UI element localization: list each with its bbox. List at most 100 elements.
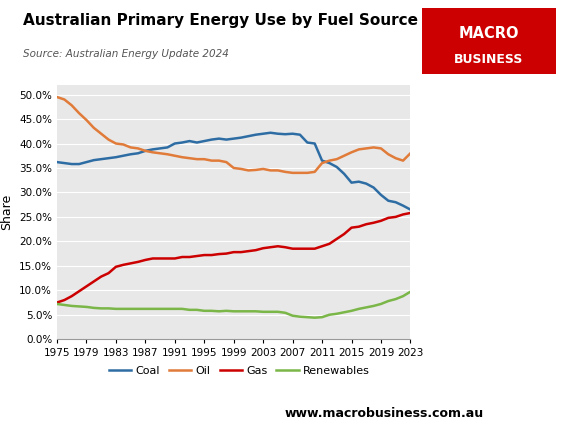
Gas (400, 212, 406, 217)
Oil (275, 168, 282, 173)
Oil (54, 95, 60, 100)
Oil (172, 153, 178, 158)
Oil (76, 111, 83, 116)
Renewables (186, 307, 193, 312)
Coal (348, 180, 355, 185)
Renewables (407, 289, 414, 294)
Oil (97, 131, 104, 136)
Oil (127, 145, 134, 150)
Line: Renewables: Renewables (57, 292, 410, 318)
Renewables (142, 306, 149, 311)
Line: Coal: Coal (57, 133, 410, 209)
Coal (112, 155, 119, 160)
Coal (363, 181, 370, 186)
Coal (97, 156, 104, 162)
Renewables (215, 309, 222, 314)
Renewables (223, 308, 230, 313)
Oil (385, 152, 392, 157)
Gas (260, 245, 267, 251)
Renewables (245, 309, 252, 314)
Gas (370, 220, 377, 225)
Text: MACRO: MACRO (458, 26, 519, 41)
Oil (407, 151, 414, 156)
Renewables (61, 302, 68, 307)
Oil (238, 166, 245, 171)
Coal (230, 136, 237, 141)
Legend: Coal, Oil, Gas, Renewables: Coal, Oil, Gas, Renewables (104, 361, 374, 380)
Gas (142, 257, 149, 262)
Renewables (135, 306, 141, 311)
Oil (253, 167, 259, 173)
Renewables (348, 308, 355, 313)
Renewables (68, 304, 75, 309)
Coal (333, 165, 340, 170)
Gas (407, 210, 414, 215)
Renewables (112, 306, 119, 311)
Oil (61, 97, 68, 102)
Oil (400, 158, 406, 163)
Coal (127, 152, 134, 157)
Gas (208, 253, 215, 258)
Coal (341, 171, 348, 176)
Gas (105, 271, 112, 276)
Coal (282, 132, 288, 137)
Coal (407, 207, 414, 212)
Renewables (172, 306, 178, 311)
Coal (105, 156, 112, 161)
Renewables (164, 306, 171, 311)
Oil (91, 126, 97, 131)
Gas (149, 256, 156, 261)
Text: BUSINESS: BUSINESS (454, 53, 523, 66)
Gas (333, 236, 340, 241)
Oil (289, 170, 296, 176)
Text: www.macrobusiness.com.au: www.macrobusiness.com.au (285, 407, 484, 420)
Gas (135, 259, 141, 265)
Gas (296, 246, 303, 251)
Gas (186, 254, 193, 259)
Renewables (253, 309, 259, 314)
Renewables (385, 298, 392, 304)
Coal (304, 140, 311, 145)
Oil (120, 142, 127, 147)
Oil (348, 150, 355, 155)
Gas (172, 256, 178, 261)
Gas (275, 244, 282, 249)
Renewables (127, 306, 134, 311)
Gas (245, 248, 252, 254)
Gas (61, 298, 68, 303)
Oil (83, 117, 90, 123)
Gas (76, 289, 83, 294)
Coal (193, 140, 200, 145)
Coal (149, 147, 156, 152)
Line: Oil: Oil (57, 97, 410, 173)
Renewables (341, 310, 348, 315)
Coal (289, 131, 296, 136)
Renewables (157, 306, 164, 311)
Coal (179, 140, 186, 145)
Renewables (392, 296, 399, 301)
Renewables (97, 306, 104, 311)
Coal (311, 141, 318, 146)
Renewables (91, 305, 97, 310)
Coal (215, 136, 222, 141)
Oil (230, 165, 237, 170)
Coal (61, 161, 68, 166)
Coal (319, 158, 325, 163)
Oil (392, 156, 399, 161)
Coal (201, 139, 207, 144)
Coal (142, 148, 149, 153)
Coal (377, 192, 384, 198)
Renewables (120, 306, 127, 311)
Gas (68, 293, 75, 298)
Renewables (289, 313, 296, 318)
Oil (179, 155, 186, 160)
Coal (326, 161, 333, 166)
Coal (245, 134, 252, 139)
Coal (68, 162, 75, 167)
Gas (120, 262, 127, 268)
Gas (341, 232, 348, 237)
Renewables (149, 306, 156, 311)
Coal (275, 131, 282, 136)
Renewables (282, 310, 288, 315)
Coal (83, 159, 90, 165)
